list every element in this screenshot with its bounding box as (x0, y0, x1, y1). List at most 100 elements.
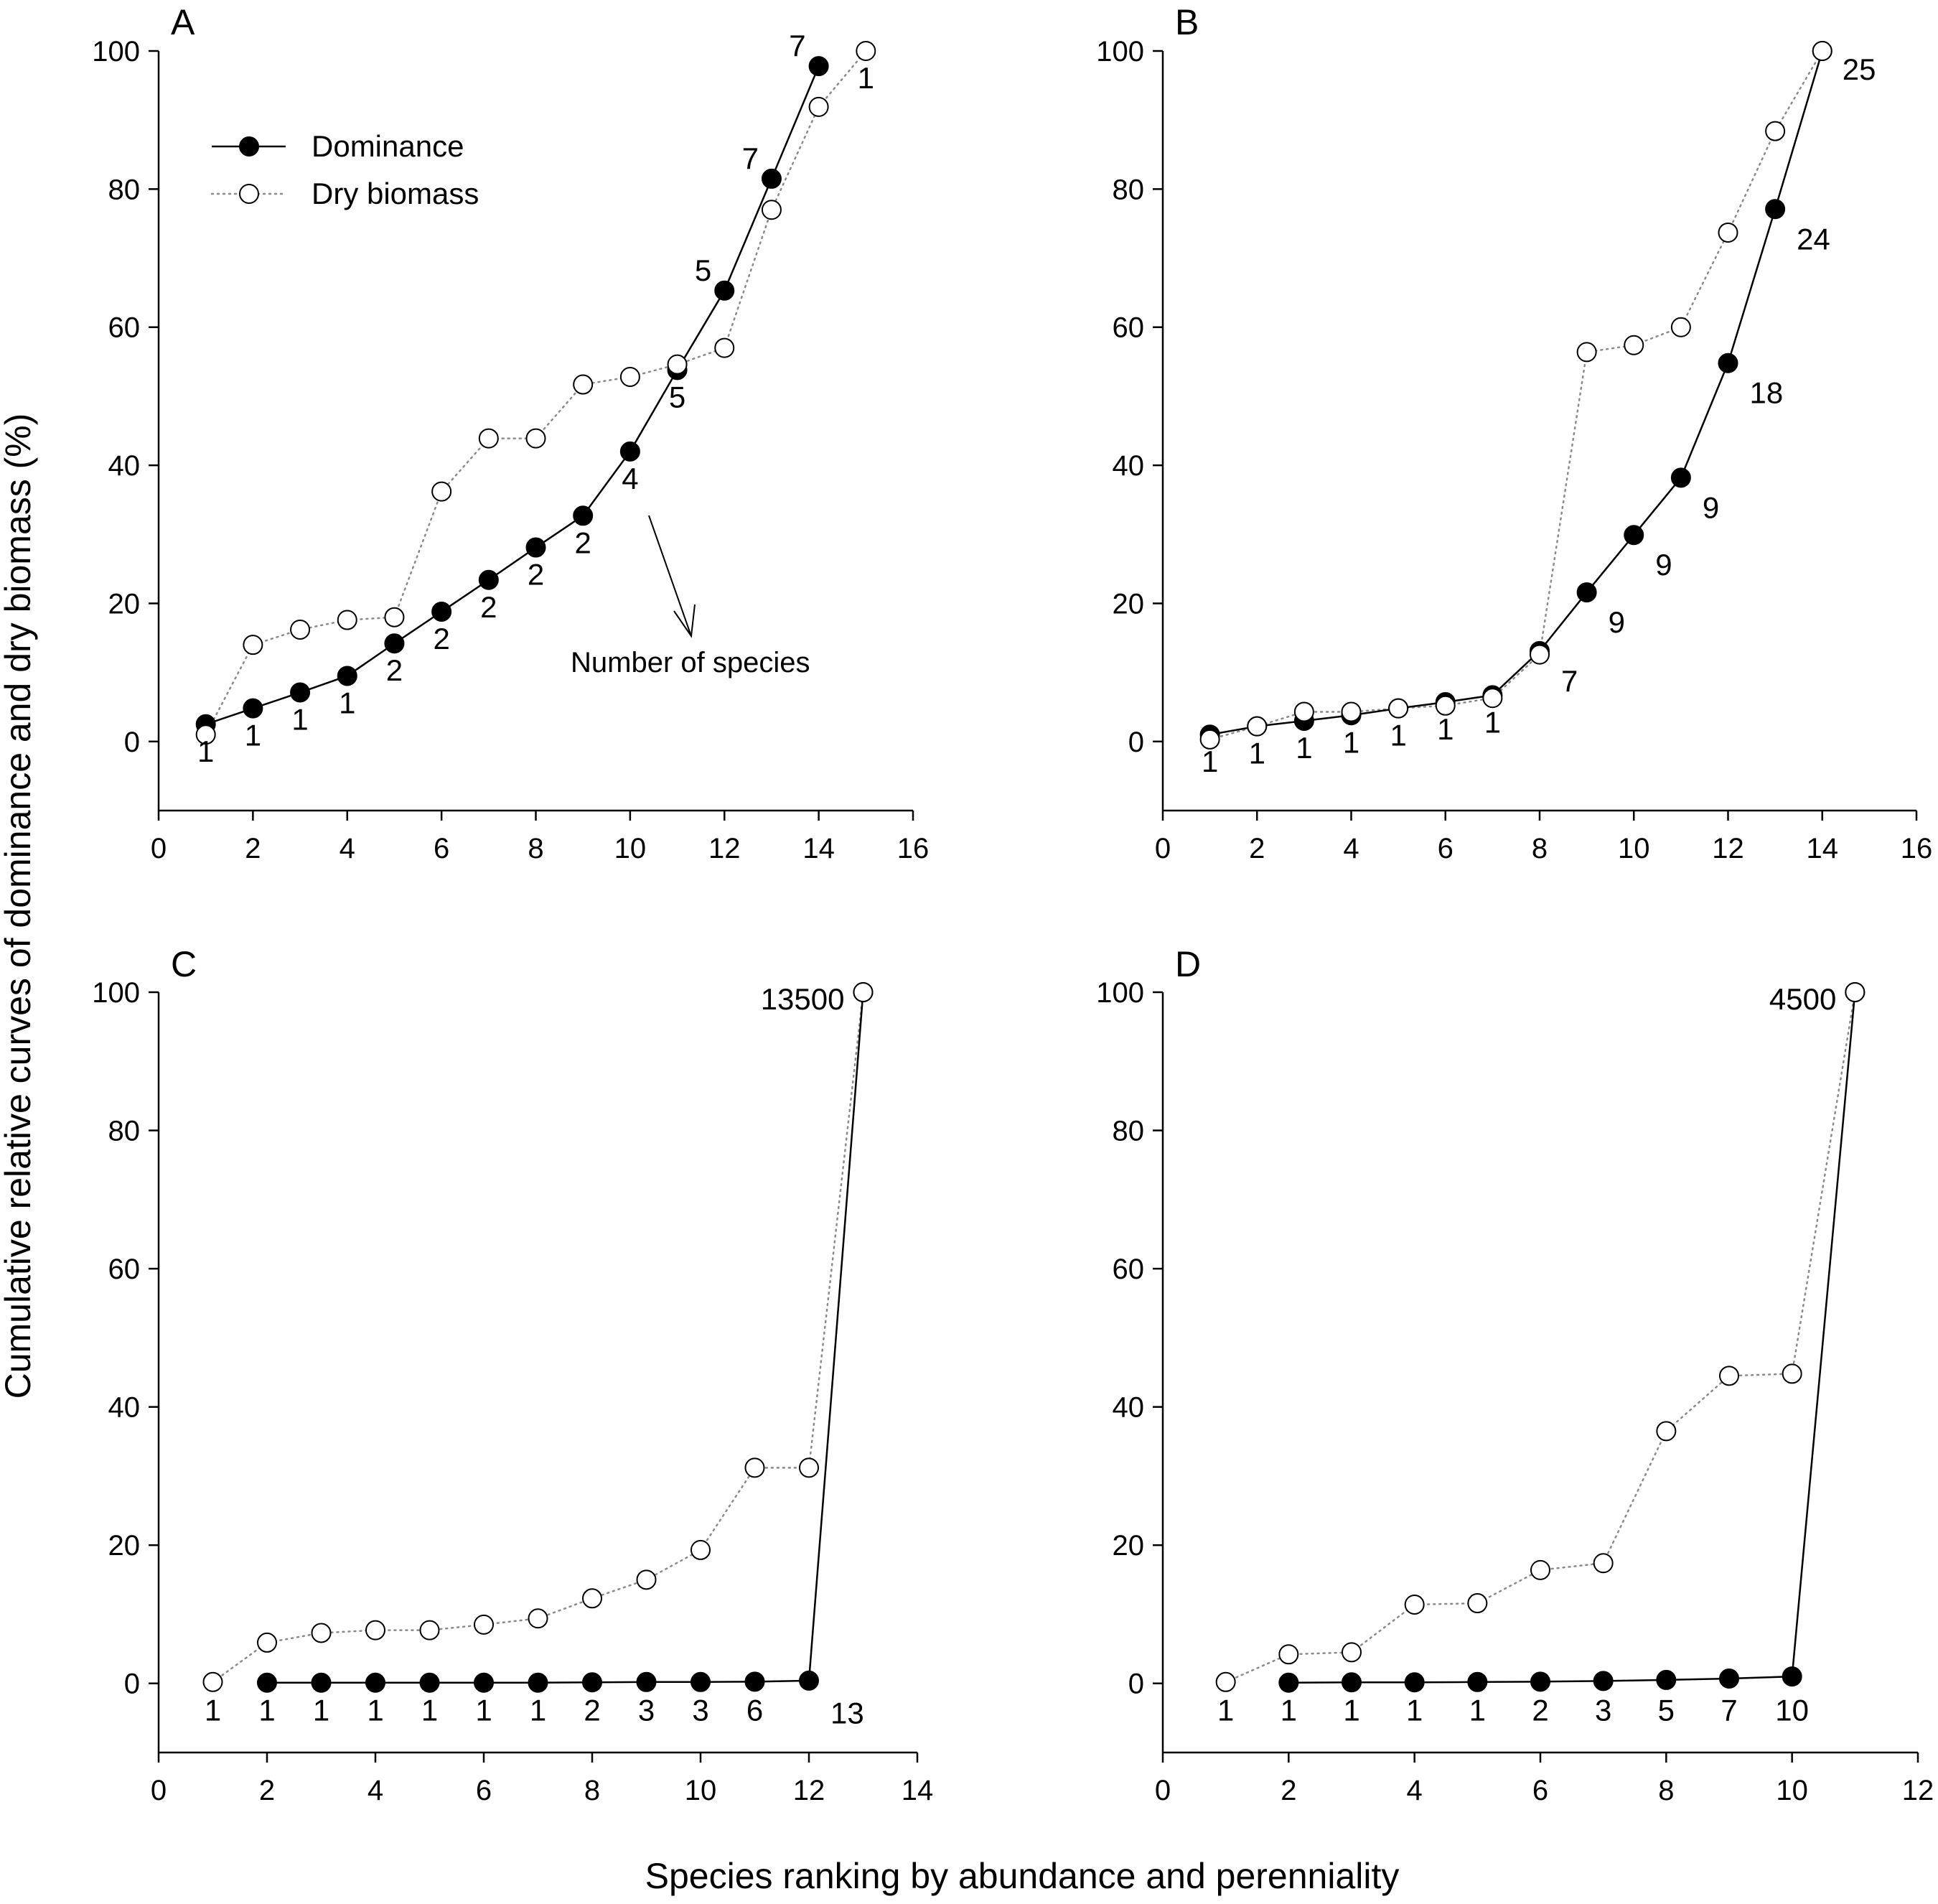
panel-letter: C (171, 944, 197, 984)
dominance-point (1656, 1669, 1677, 1690)
series-line-dominance (1288, 991, 1856, 1684)
dominance-point (337, 666, 357, 686)
dominance-point (691, 1671, 711, 1692)
dry-biomass-point (1719, 1366, 1739, 1386)
x-tick-label: 2 (245, 833, 261, 864)
dominance-point (419, 1672, 440, 1693)
species-count-label: 1 (1296, 731, 1312, 765)
x-tick-label: 12 (1902, 1775, 1934, 1806)
note-arrow-head (673, 604, 696, 638)
dominance-point (1624, 525, 1644, 546)
x-tick-label: 10 (1618, 833, 1650, 864)
species-count-label: 2 (480, 590, 497, 624)
species-count-label: 3 (692, 1694, 708, 1727)
y-axis-title: Cumulative relative curves of dominance … (0, 414, 38, 1399)
dry-biomass-point (853, 982, 874, 1002)
y-tick-label: 60 (1113, 1254, 1145, 1285)
species-count-label: 1 (245, 719, 261, 752)
dry-biomass-point (582, 1588, 602, 1609)
x-tick-label: 6 (434, 833, 449, 864)
species-count-label: 7 (742, 141, 759, 175)
x-tick-label: 0 (151, 1775, 167, 1806)
species-count-label: 5 (1658, 1694, 1675, 1727)
species-count-label: 1 (339, 686, 355, 719)
dominance-point (1670, 467, 1691, 488)
dominance-point (1718, 353, 1738, 373)
dominance-point (573, 505, 594, 526)
x-tick-label: 2 (259, 1775, 275, 1806)
x-tick-label: 4 (1343, 833, 1359, 864)
species-count-label: 1 (258, 1694, 275, 1727)
species-count-label: 1 (1249, 737, 1265, 770)
dry-biomass-point (202, 1671, 223, 1692)
x-tick-label: 16 (1901, 833, 1933, 864)
dry-biomass-point (478, 428, 499, 449)
dry-biomass-point (1670, 317, 1691, 337)
dominance-point (1593, 1671, 1614, 1691)
dry-biomass-point (1467, 1593, 1488, 1614)
x-tick-label: 8 (1532, 833, 1548, 864)
x-tick-label: 0 (1155, 833, 1171, 864)
x-tick-label: 14 (902, 1775, 934, 1806)
species-count-label: 24 (1797, 222, 1830, 256)
dominance-point (290, 682, 311, 703)
species-count-label: 1 (1343, 1694, 1359, 1727)
species-count-label: 25 (1843, 52, 1876, 86)
x-tick-label: 0 (1155, 1775, 1171, 1806)
species-count-label: 2 (1532, 1694, 1548, 1727)
x-tick-label: 8 (1658, 1775, 1674, 1806)
y-tick-label: 20 (1113, 588, 1145, 620)
species-count-label: 2 (386, 653, 403, 687)
dominance-point (1719, 1668, 1739, 1689)
dry-biomass-point (195, 724, 216, 745)
dry-biomass-point (744, 1457, 765, 1478)
dry-biomass-point (856, 41, 876, 61)
panel-letter: A (171, 2, 195, 42)
dominance-point (761, 168, 782, 189)
dominance-point (1342, 1672, 1362, 1693)
dry-biomass-point (1530, 644, 1550, 665)
y-tick-label: 80 (1113, 174, 1145, 205)
species-count-label: 7 (1561, 664, 1578, 698)
dry-biomass-point (1482, 688, 1503, 709)
species-count-label: 1 (205, 1694, 221, 1727)
species-count-label: 9 (1703, 490, 1719, 524)
x-tick-label: 6 (1438, 833, 1454, 864)
dry-biomass-point (1718, 222, 1738, 243)
dominance-point (1765, 199, 1786, 220)
dry-biomass-point (1765, 121, 1786, 141)
x-tick-label: 12 (1712, 833, 1744, 864)
dominance-point (799, 1670, 819, 1691)
dominance-point (714, 280, 735, 301)
x-tick-label: 8 (584, 1775, 600, 1806)
x-tick-label: 6 (476, 1775, 492, 1806)
dry-biomass-point (243, 635, 263, 655)
dry-biomass-point (431, 481, 452, 502)
y-tick-label: 60 (108, 312, 141, 344)
species-count-label: 10 (1775, 1694, 1809, 1727)
series-line-dominance (1209, 50, 1823, 736)
dominance-point (431, 601, 452, 622)
dominance-point (619, 441, 640, 462)
y-tick-label: 20 (108, 1530, 141, 1562)
legend-marker-dry-biomass (239, 184, 259, 204)
dry-biomass-point (1247, 716, 1268, 737)
dominance-point (1576, 582, 1597, 603)
legend: Dominance Dry biomass (210, 129, 479, 210)
dry-biomass-point (528, 1608, 548, 1629)
dominance-point (582, 1672, 602, 1693)
dominance-point (636, 1671, 657, 1692)
species-count-label: 13500 (761, 982, 845, 1016)
y-tick-label: 0 (124, 1669, 140, 1700)
dry-biomass-point (1293, 701, 1314, 722)
species-count-label: 3 (1595, 1694, 1611, 1727)
dry-biomass-point (1656, 1421, 1677, 1442)
dry-biomass-point (419, 1620, 440, 1641)
dominance-point (243, 698, 263, 719)
species-count-label: 5 (669, 380, 685, 414)
y-tick-label: 80 (1113, 1116, 1145, 1147)
x-tick-label: 10 (1776, 1775, 1808, 1806)
